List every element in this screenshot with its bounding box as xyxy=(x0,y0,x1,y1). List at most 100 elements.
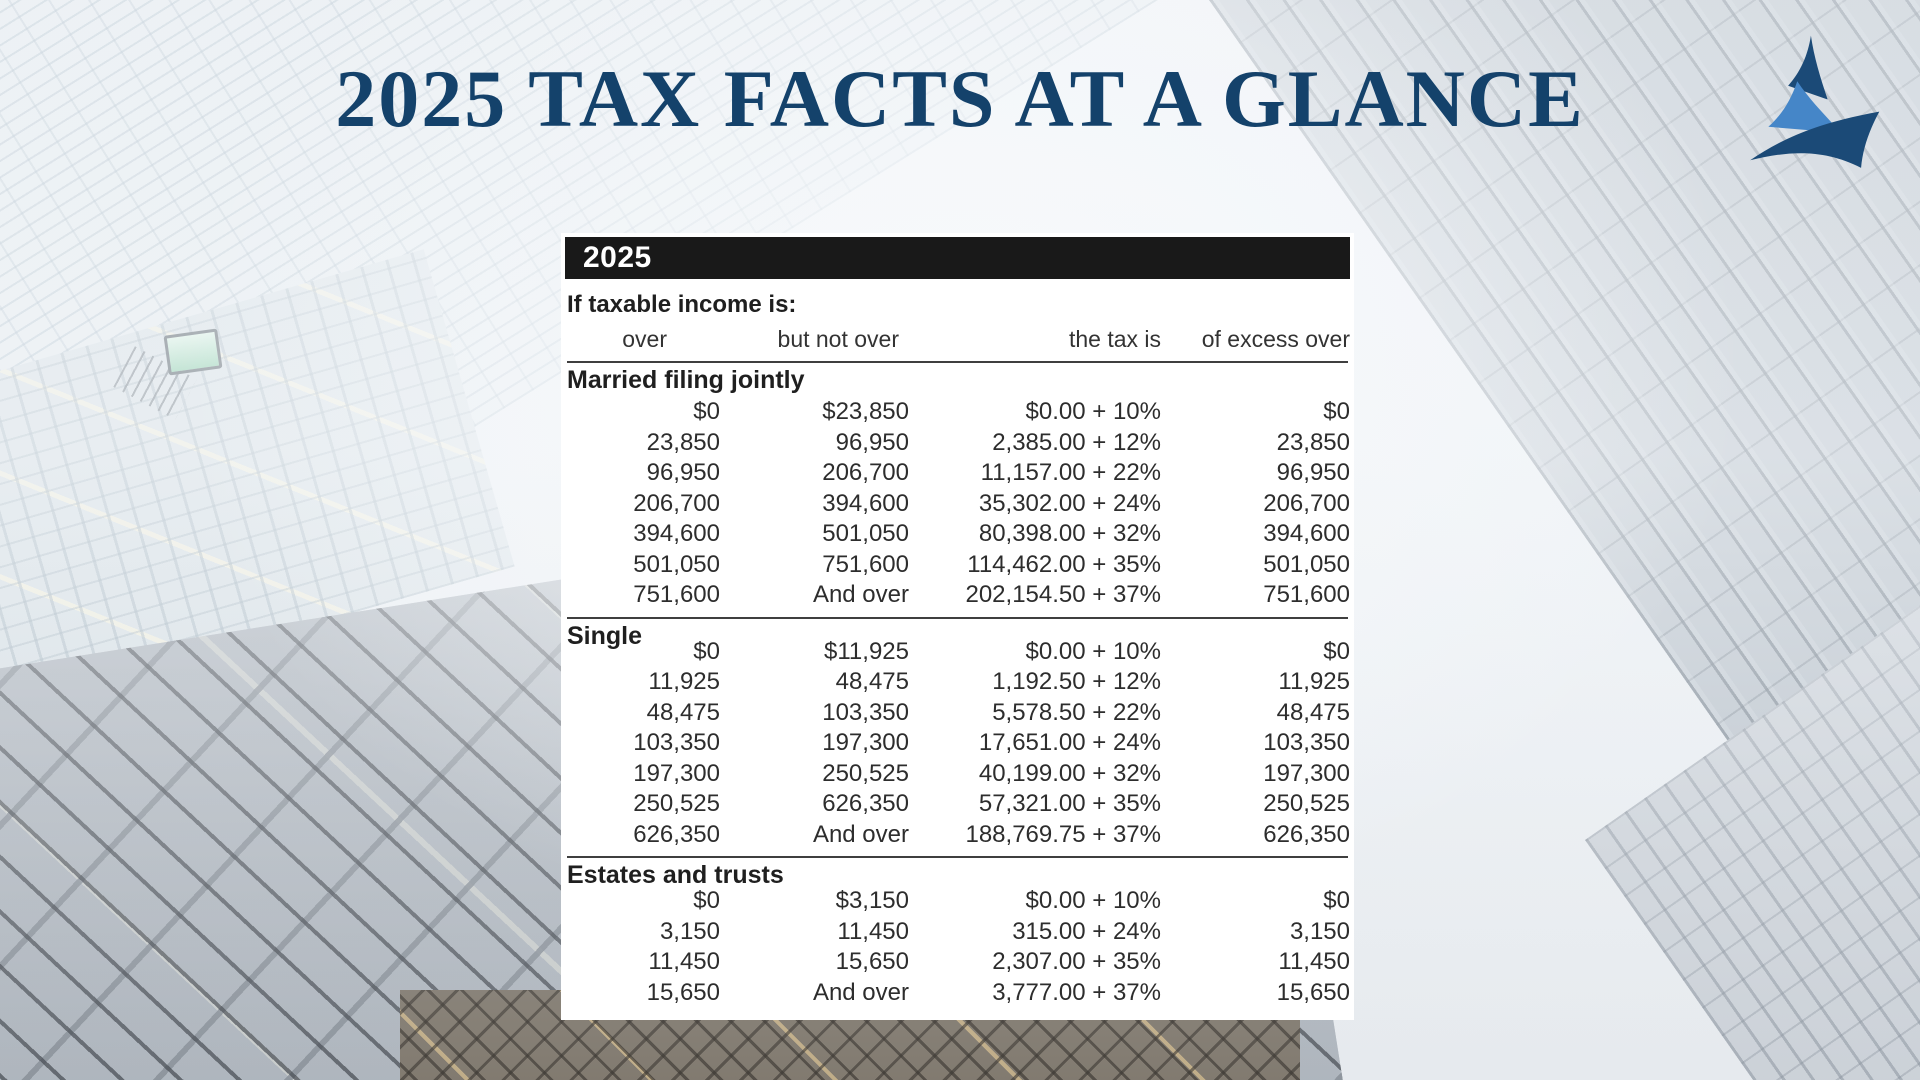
table-row: 3,150 11,450 315.00 + 24% 3,150 xyxy=(567,917,1350,948)
section-heading: Single xyxy=(567,621,643,650)
cell-but-not-over: 250,525 xyxy=(822,759,909,787)
cell-the-tax-is: 1,192.50 + 12% xyxy=(992,668,1161,695)
cell-but-not-over: 394,600 xyxy=(822,489,909,517)
cell-but-not-over: 11,450 xyxy=(837,917,909,945)
cell-but-not-over: 206,700 xyxy=(822,459,909,486)
section-rows: $0 $11,925 $0.00 + 10% $0 11,925 48,475 1,192.… xyxy=(567,637,1350,851)
cell-but-not-over: $11,925 xyxy=(824,637,909,665)
tax-section-married-filing-jointly: Married filing jointly $0 $23,850 $0.00 + 1… xyxy=(565,365,1350,611)
table-row: 48,475 103,350 5,578.50 + 22% 48,475 xyxy=(567,698,1350,729)
sail-logo-icon xyxy=(1750,35,1880,168)
cell-the-tax-is: 40,199.00 + 32% xyxy=(978,759,1161,787)
cell-but-not-over: 197,300 xyxy=(822,729,909,756)
cell-over: 15,650 xyxy=(646,978,720,1006)
column-header-but-not-over: but not over xyxy=(777,326,899,352)
table-row: 103,350 197,300 17,651.00 + 24% 103,350 xyxy=(567,728,1350,759)
cell-of-excess-over: $0 xyxy=(1323,398,1350,425)
cell-of-excess-over: 103,350 xyxy=(1263,729,1350,756)
cell-the-tax-is: 188,769.75 + 37% xyxy=(965,820,1161,848)
cell-the-tax-is: 17,651.00 + 24% xyxy=(978,729,1161,756)
cell-over: 626,350 xyxy=(633,820,720,848)
cell-but-not-over: 626,350 xyxy=(822,790,909,817)
tax-section-estates-and-trusts: Estates and trusts $0 $3,150 $0.00 + 10% $0 3… xyxy=(565,860,1350,1008)
table-row: 197,300 250,525 40,199.00 + 32% 197,300 xyxy=(567,759,1350,790)
table-row: 394,600 501,050 80,398.00 + 32% 394,600 xyxy=(567,519,1350,550)
cell-of-excess-over: 11,450 xyxy=(1278,948,1350,975)
section-heading: Married filing jointly xyxy=(567,366,805,394)
column-header-over: over xyxy=(622,326,667,352)
section-rows: $0 $3,150 $0.00 + 10% $0 3,150 11,450 315.00 +… xyxy=(567,886,1350,1008)
cell-of-excess-over: 96,950 xyxy=(1276,459,1350,486)
tax-section-single: Single $0 $11,925 $0.00 + 10% $0 11,925 48,475… xyxy=(565,621,1350,851)
cell-of-excess-over: 11,925 xyxy=(1278,668,1350,695)
cell-but-not-over: $3,150 xyxy=(835,887,909,914)
cell-of-excess-over: 751,600 xyxy=(1263,581,1350,608)
cell-but-not-over: 751,600 xyxy=(822,550,909,578)
cell-but-not-over: And over xyxy=(812,978,909,1006)
tax-sections: Married filing jointly $0 $23,850 $0.00 + 1… xyxy=(565,361,1350,1008)
section-rows: $0 $23,850 $0.00 + 10% $0 23,850 96,950 2,385.… xyxy=(567,397,1350,611)
table-row: $0 $23,850 $0.00 + 10% $0 xyxy=(567,397,1350,428)
table-row: 250,525 626,350 57,321.00 + 35% 250,525 xyxy=(567,789,1350,820)
cell-the-tax-is: 11,157.00 + 22% xyxy=(980,459,1161,486)
column-header-of-excess-over: of excess over xyxy=(1201,326,1350,352)
table-row: 96,950 206,700 11,157.00 + 22% 96,950 xyxy=(567,458,1350,489)
cell-over: 103,350 xyxy=(633,729,720,756)
cell-the-tax-is: $0.00 + 10% xyxy=(1025,398,1161,425)
section-divider xyxy=(567,361,1348,363)
cell-over: $0 xyxy=(693,637,720,665)
table-row: 11,450 15,650 2,307.00 + 35% 11,450 xyxy=(567,947,1350,978)
cell-of-excess-over: 48,475 xyxy=(1276,698,1350,726)
cell-over: 11,925 xyxy=(648,668,720,695)
table-column-headers: over but not over the tax is of excess o… xyxy=(567,323,1350,355)
cell-of-excess-over: $0 xyxy=(1323,637,1350,665)
cell-the-tax-is: $0.00 + 10% xyxy=(1025,637,1161,665)
cell-over: 11,450 xyxy=(648,948,720,975)
cell-over: 3,150 xyxy=(659,917,720,945)
table-row: 626,350 And over 188,769.75 + 37% 626,350 xyxy=(567,820,1350,851)
table-row: 15,650 And over 3,777.00 + 37% 15,650 xyxy=(567,978,1350,1009)
table-year-header: 2025 xyxy=(565,237,1350,279)
table-year: 2025 xyxy=(583,241,652,274)
cell-the-tax-is: 3,777.00 + 37% xyxy=(992,978,1161,1006)
cell-of-excess-over: 626,350 xyxy=(1263,820,1350,848)
cell-the-tax-is: 114,462.00 + 35% xyxy=(967,550,1161,578)
sail-logo-bottom-swoosh xyxy=(1750,111,1880,168)
cell-the-tax-is: 315.00 + 24% xyxy=(1012,917,1161,945)
table-row: $0 $3,150 $0.00 + 10% $0 xyxy=(567,886,1350,917)
table-row: 751,600 And over 202,154.50 + 37% 751,600 xyxy=(567,580,1350,611)
background-buildings-left xyxy=(0,249,515,721)
cell-of-excess-over: 206,700 xyxy=(1263,489,1350,517)
cell-over: $0 xyxy=(693,887,720,914)
cell-but-not-over: $23,850 xyxy=(822,398,909,425)
cell-but-not-over: 103,350 xyxy=(822,698,909,726)
cell-of-excess-over: $0 xyxy=(1323,887,1350,914)
cell-of-excess-over: 501,050 xyxy=(1263,550,1350,578)
crane-lattice xyxy=(113,346,197,420)
table-row: 23,850 96,950 2,385.00 + 12% 23,850 xyxy=(567,428,1350,459)
cell-but-not-over: And over xyxy=(812,820,909,848)
cell-over: 23,850 xyxy=(646,428,720,456)
cell-over: 206,700 xyxy=(633,489,720,517)
cell-of-excess-over: 197,300 xyxy=(1263,759,1350,787)
cell-over: 250,525 xyxy=(633,790,720,817)
cell-the-tax-is: 35,302.00 + 24% xyxy=(978,489,1161,517)
cell-of-excess-over: 3,150 xyxy=(1289,917,1350,945)
cell-over: 48,475 xyxy=(646,698,720,726)
cell-over: 96,950 xyxy=(646,459,720,486)
section-divider xyxy=(567,856,1348,858)
page-title: 2025 TAX FACTS AT A GLANCE xyxy=(335,53,1585,144)
cell-over: 751,600 xyxy=(633,581,720,608)
cell-the-tax-is: $0.00 + 10% xyxy=(1025,887,1161,914)
cell-over: 197,300 xyxy=(633,759,720,787)
tax-table-panel: 2025 If taxable income is: over but not … xyxy=(561,233,1354,1020)
section-divider xyxy=(567,616,1348,619)
sail-logo-middle-blade xyxy=(1768,81,1842,133)
table-row: $0 $11,925 $0.00 + 10% $0 xyxy=(567,637,1350,668)
construction-crane-icon xyxy=(163,328,223,376)
cell-the-tax-is: 202,154.50 + 37% xyxy=(965,581,1161,608)
cell-over: 501,050 xyxy=(633,550,720,578)
cell-of-excess-over: 394,600 xyxy=(1263,520,1350,547)
cell-of-excess-over: 250,525 xyxy=(1263,790,1350,817)
cell-but-not-over: 48,475 xyxy=(835,668,909,695)
